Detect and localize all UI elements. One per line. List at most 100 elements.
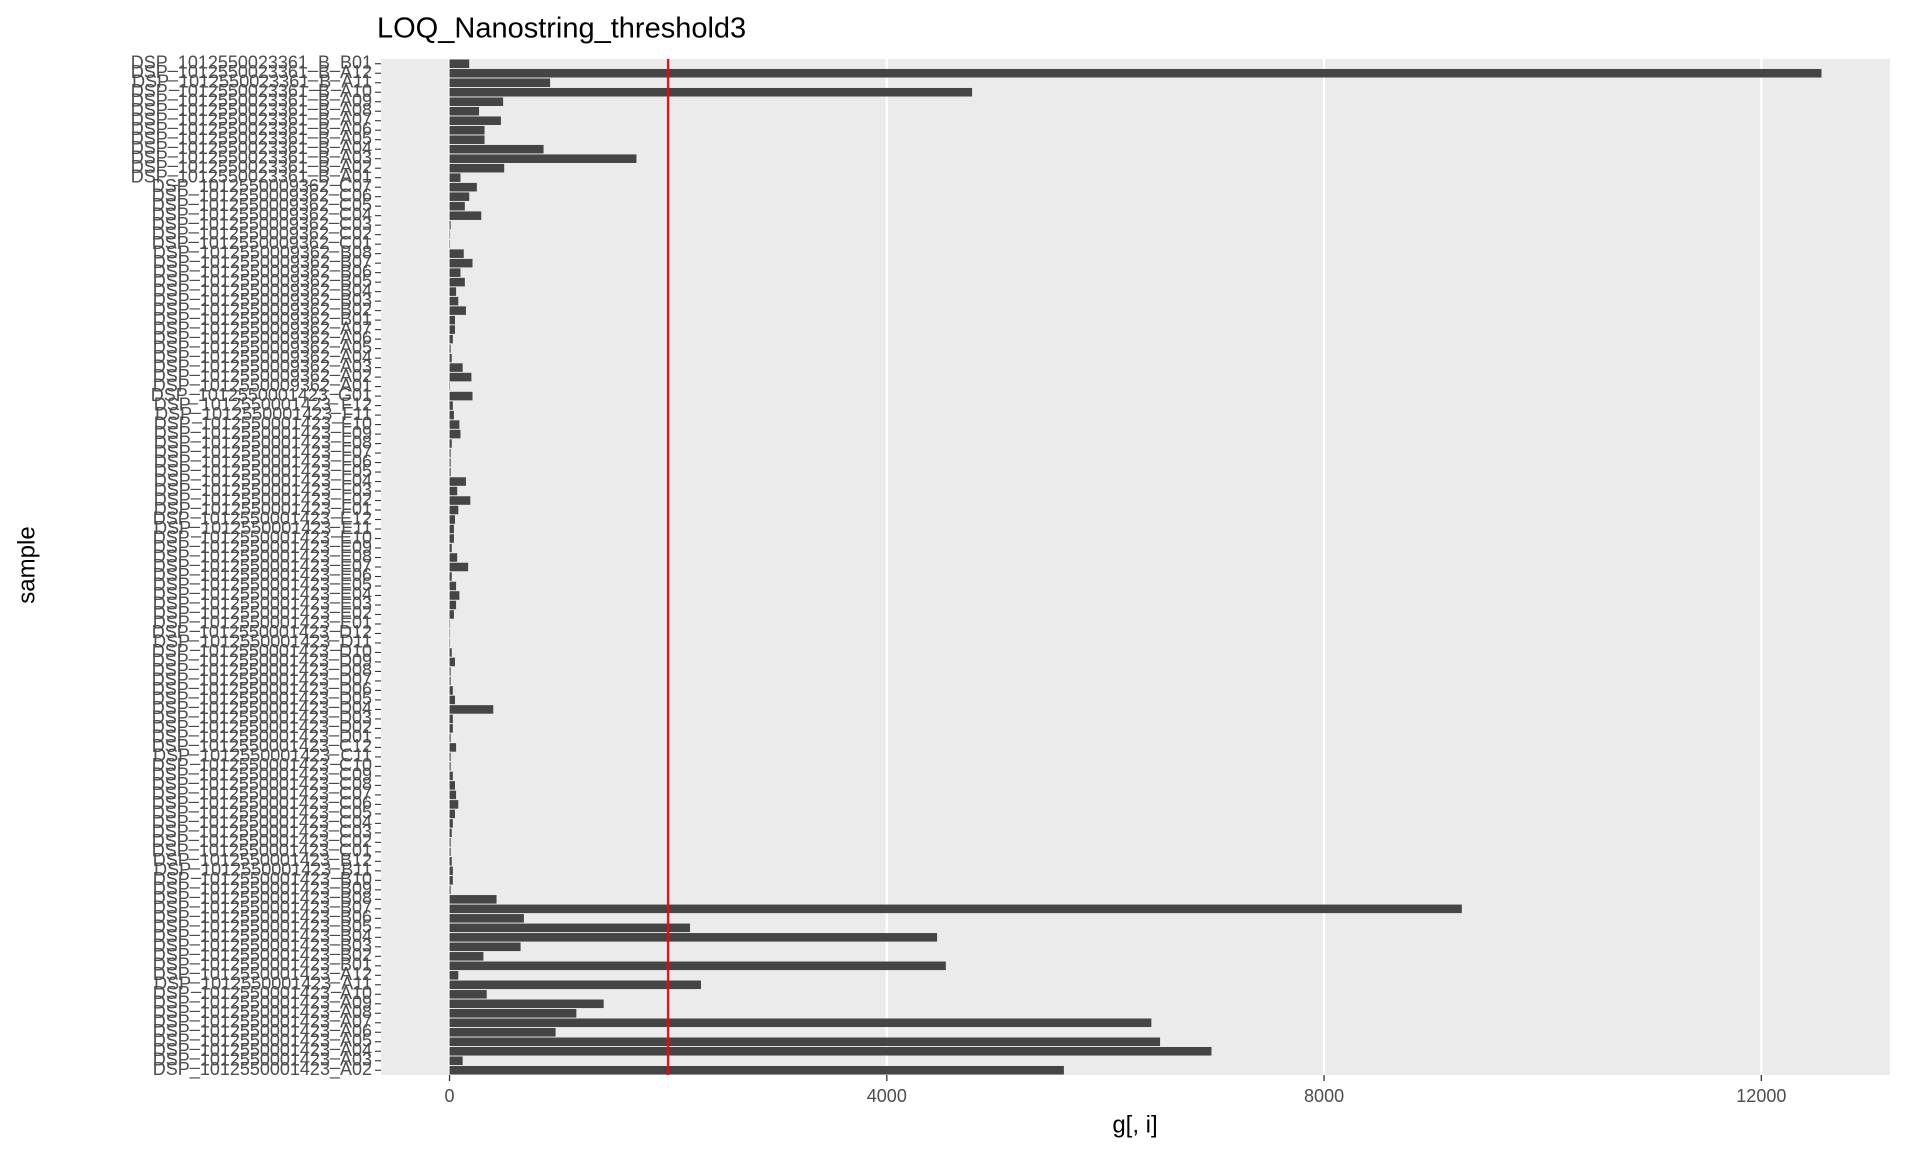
bar [449,752,451,762]
bar [449,144,544,154]
bar [449,819,453,828]
bar [449,163,505,173]
bar [449,230,451,239]
bar [449,714,453,724]
bar [449,543,452,553]
y-tick-label: DSP_1012550001423_F07 [154,442,372,463]
bar [449,562,469,572]
y-tick-label: DSP_1012550001423_D08 [152,660,372,681]
y-tick-label: DSP_1012550001423_E05 [153,575,372,596]
bar [449,515,456,524]
y-tick-label: DSP_1012550023361_B_A05 [131,128,372,149]
y-tick-label: DSP_1012550001423_E04 [153,584,372,605]
y-tick-label: DSP_1012550001423_E03 [153,594,372,615]
y-tick-label: DSP_1012550009362_B03 [153,290,372,311]
y-tick-label: DSP_1012550001423_A10 [153,983,372,1004]
y-tick-label: DSP_1012550001423_C06 [152,793,372,814]
y-tick-label: DSP_1012550001423_B12 [153,850,372,871]
y-tick-label: DSP_1012550023361_B_A09 [131,90,372,111]
y-tick-label: DSP_1012550001423_B10 [153,869,372,890]
y-tick-label: DSP_1012550001423_F04 [154,470,372,491]
y-tick-label: DSP_1012550009362_C01 [152,233,372,254]
bar [449,477,466,486]
y-tick-label: DSP_1012550001423_E02 [153,603,372,624]
bar [449,344,451,353]
y-tick-label: DSP_1012550023361_B_A07 [131,109,372,130]
y-tick-label: DSP_1012550001423_C04 [152,812,372,833]
bar [449,895,497,904]
bar [449,458,451,467]
bar [449,695,456,705]
bar [449,866,453,876]
bar [449,182,477,192]
y-tick-label: DSP_1012550009362_B07 [153,252,372,273]
y-tick-label: DSP_1012550009362_B04 [153,280,372,301]
y-tick-label: DSP_1012550023361_B_A03 [131,147,372,168]
y-tick-label: DSP_1012550009362_A05 [153,337,372,358]
bar [449,828,452,838]
bar [449,467,451,477]
bar [449,1009,577,1018]
bar [449,87,973,97]
bar [449,1056,463,1066]
bar [449,733,451,743]
bar [449,277,465,287]
bar [449,296,459,306]
y-tick-label: DSP_1012550001423_D11 [153,632,372,653]
bar [449,724,453,733]
y-tick-label: DSP_1012550009362_A04 [153,347,372,368]
bar [449,771,453,781]
y-tick-label: DSP_1012550001423_F10 [154,413,372,434]
y-tick-label: DSP_1012550001423_A11 [154,974,372,995]
y-tick-label: DSP_1012550001423_F05 [154,461,372,482]
y-tick-label: DSP_1012550001423_G01 [151,385,372,406]
x-tick-label: 12000 [1736,1086,1786,1106]
y-tick-label: DSP_1012550001423_A08 [153,1002,372,1023]
y-tick-label: DSP_1012550001423_B08 [153,888,372,909]
y-tick-label: DSP_1012550001423_D12 [152,622,372,643]
y-tick-label: DSP_1012550001423_A02 [153,1059,372,1080]
y-tick-label: DSP_1012550001423_B03 [153,936,372,957]
bar [449,923,691,933]
bar [449,524,454,534]
y-tick-label: DSP_1012550001423_F03 [154,480,372,501]
y-tick-label: DSP_1012550001423_A06 [153,1021,372,1042]
bar [449,220,451,230]
bar [449,581,457,591]
y-tick-label: DSP_1012550009362_A03 [153,356,372,377]
y-tick-label: DSP_1012550001423_C08 [152,774,372,795]
y-tick-label: DSP_1012550009362_C02 [152,223,372,244]
y-tick-label: DSP_1012550001423_E12 [153,508,372,529]
bar [449,847,451,857]
y-tick-label: DSP_1012550001423_D01 [152,727,372,748]
bar [449,876,453,885]
bar [449,353,452,363]
bar [449,486,458,496]
bar [449,78,551,88]
bar [449,591,460,600]
y-tick-label: DSP_1012550009362_C05 [152,195,372,216]
bar [449,382,451,391]
bar [449,980,701,990]
y-tick-label: DSP_1012550023361_B_B01 [131,52,372,73]
y-tick-label: DSP_1012550001423_F08 [154,432,372,453]
y-tick-label: DSP_1012550023361_B_A01 [131,166,372,187]
plot-background [381,59,1890,1075]
bar [449,154,637,163]
bar [449,933,938,942]
bar [449,363,463,372]
bar [449,287,457,296]
y-tick-label: DSP_1012550001423_D07 [152,670,372,691]
y-tick-label: DSP_1012550001423_A03 [153,1050,372,1071]
y-tick-label: DSP_1012550001423_A09 [153,993,372,1014]
y-tick-label: DSP_1012550001423_F11 [155,404,372,425]
bar [449,401,453,410]
y-tick-label: DSP_1012550009362_B06 [153,261,372,282]
bar [449,648,452,657]
chart-title: LOQ_Nanostring_threshold3 [377,13,746,45]
bar [449,657,456,667]
bar [449,1065,1064,1075]
bar [449,762,451,771]
y-tick-label: DSP_1012550009362_B08 [153,242,372,263]
